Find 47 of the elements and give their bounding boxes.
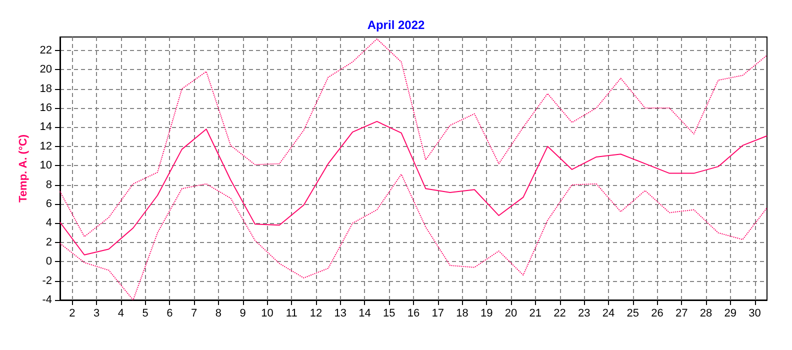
x-tick-label: 3 [94, 308, 100, 320]
chart-title: April 2022 [367, 18, 425, 32]
y-tick-label: 8 [46, 178, 52, 191]
y-tick-label: 0 [46, 256, 52, 268]
x-tick-label: 9 [240, 308, 246, 320]
x-tick-label: 19 [480, 308, 493, 320]
x-tick-label: 6 [166, 308, 173, 320]
x-tick-label: 5 [142, 308, 148, 320]
x-tick-label: 11 [286, 308, 298, 320]
y-tick-label: -2 [42, 274, 52, 287]
x-tick-label: 15 [382, 308, 396, 320]
x-tick-label: 27 [676, 308, 688, 320]
y-axis-title: Temp. A. (°C) [17, 134, 30, 202]
x-tick-label: 12 [310, 308, 322, 320]
x-tick-label: 21 [529, 308, 542, 320]
x-tick-label: 26 [651, 308, 664, 320]
y-tick-label: 10 [40, 160, 52, 172]
x-tick-label: 14 [358, 308, 371, 320]
x-tick-label: 17 [432, 308, 444, 320]
x-tick-label: 18 [456, 308, 468, 320]
x-tick-label: 24 [602, 308, 615, 320]
y-tick-label: 14 [40, 121, 52, 134]
y-tick-label: -4 [42, 294, 52, 306]
x-tick-label: 30 [748, 308, 761, 320]
y-tick-label: 18 [40, 82, 52, 95]
x-tick-label: 16 [407, 308, 420, 320]
line-series [60, 120, 768, 256]
x-tick-label: 25 [626, 308, 640, 320]
y-tick-label: 16 [40, 102, 52, 114]
x-tick-label: 20 [504, 308, 518, 320]
x-tick-label: 8 [215, 308, 222, 320]
y-tick-label: 6 [46, 198, 52, 210]
y-tick-label: 20 [40, 64, 52, 76]
x-tick-label: 2 [69, 308, 76, 320]
y-tick-label: 2 [46, 236, 52, 248]
x-tick-label: 10 [261, 308, 274, 320]
y-tick-label: 22 [40, 44, 52, 56]
x-tick-label: 29 [724, 308, 737, 320]
y-tick-label: 4 [46, 217, 52, 230]
x-tick-label: 7 [191, 308, 198, 320]
y-tick-label: 12 [40, 140, 52, 152]
x-tick-label: 28 [700, 308, 712, 320]
x-tick-label: 4 [118, 308, 124, 320]
x-tick-label: 13 [334, 308, 346, 320]
x-tick-label: 23 [578, 308, 590, 320]
line-series [60, 38, 768, 238]
x-tick-label: 22 [554, 308, 566, 320]
